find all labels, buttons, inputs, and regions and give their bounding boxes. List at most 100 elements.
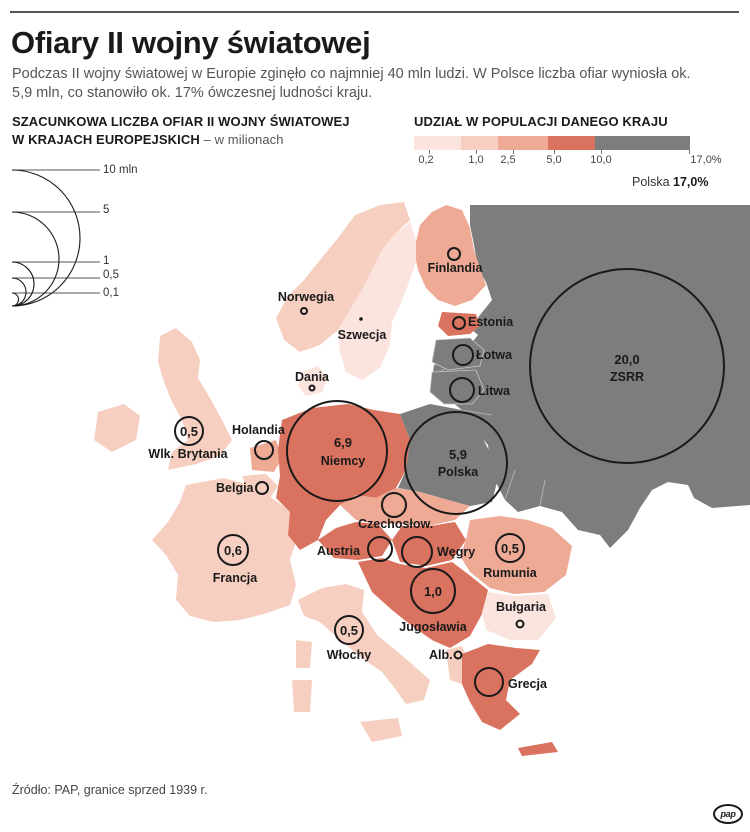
circle-wlochy bbox=[334, 615, 364, 645]
circle-lotwa bbox=[452, 344, 474, 366]
polska-note-prefix: Polska bbox=[632, 175, 673, 189]
legend-tick-label: 2,5 bbox=[500, 154, 516, 166]
size-circle-5 bbox=[11, 211, 60, 307]
polska-note-value: 17,0% bbox=[673, 175, 709, 189]
country-label-szwecja: Szwecja bbox=[338, 328, 388, 342]
size-legend-heading-line1: SZACUNKOWA LICZBA OFIAR II WOJNY ŚWIATOW… bbox=[12, 114, 350, 129]
size-legend-heading: SZACUNKOWA LICZBA OFIAR II WOJNY ŚWIATOW… bbox=[12, 113, 350, 149]
size-legend-label-10: 10 mln bbox=[103, 164, 138, 176]
country-label-albania: Alb. bbox=[429, 648, 453, 662]
country-label-rumunia: Rumunia bbox=[483, 566, 538, 580]
region-dania bbox=[298, 366, 328, 396]
polska-share-note: Polska 17,0% bbox=[632, 175, 708, 189]
country-label-lotwa: Łotwa bbox=[476, 348, 513, 362]
legend-tick-mark bbox=[429, 150, 430, 154]
legend-tick-mark bbox=[601, 150, 602, 154]
region-norwegia bbox=[276, 202, 410, 352]
region-austria bbox=[318, 522, 392, 560]
dot-szwecja bbox=[359, 317, 363, 321]
value-label-rumunia: 0,5 bbox=[501, 541, 519, 556]
value-label-zsrr: 20,0 bbox=[614, 352, 639, 367]
color-swatch-5 bbox=[595, 136, 690, 150]
region-bulgaria bbox=[482, 592, 556, 640]
country-label-francja: Francja bbox=[213, 571, 259, 585]
value-label-wlk-brytania: 0,5 bbox=[180, 424, 198, 439]
circle-czechoslowacja bbox=[381, 492, 407, 518]
region-estonia bbox=[438, 312, 480, 336]
region-francja bbox=[152, 478, 298, 622]
circle-jugoslawia bbox=[410, 568, 456, 614]
region-irlandia bbox=[94, 404, 140, 452]
size-circle-1 bbox=[11, 261, 35, 307]
size-legend-heading-line2: W KRAJACH EUROPEJSKICH bbox=[12, 132, 200, 147]
circle-estonia bbox=[452, 316, 466, 330]
region-zsrr bbox=[432, 205, 750, 548]
country-label-estonia: Estonia bbox=[468, 315, 514, 329]
intro-text: Podczas II wojny światowej w Europie zgi… bbox=[12, 66, 691, 101]
circle-grecja bbox=[474, 667, 504, 697]
color-swatch-3 bbox=[498, 136, 548, 150]
region-litwa bbox=[429, 369, 485, 405]
size-circle-01 bbox=[11, 292, 20, 307]
circle-wegry bbox=[401, 536, 433, 568]
country-label-holandia: Holandia bbox=[232, 423, 286, 437]
country-label-bulgaria: Bułgaria bbox=[496, 600, 547, 614]
country-label-jugoslawia: Jugosławia bbox=[399, 620, 467, 634]
victim-circles bbox=[174, 247, 725, 697]
circle-norwegia bbox=[300, 307, 308, 315]
circle-francja bbox=[217, 534, 249, 566]
legend-tick-label: 0,2 bbox=[418, 154, 434, 166]
region-wlk-brytania bbox=[158, 328, 232, 470]
country-label-wlk-brytania: Wlk. Brytania bbox=[148, 447, 228, 461]
legend-tick-label: 10,0 bbox=[590, 154, 612, 166]
circle-polska bbox=[404, 411, 508, 515]
circle-litwa bbox=[449, 377, 475, 403]
region-szwecja bbox=[338, 222, 416, 380]
color-swatch-4 bbox=[548, 136, 595, 150]
country-label-wegry: Węgry bbox=[437, 545, 475, 559]
region-holandia bbox=[250, 440, 282, 472]
country-label-dania: Dania bbox=[295, 370, 330, 384]
value-label-wlochy: 0,5 bbox=[340, 623, 358, 638]
circle-niemcy bbox=[286, 400, 388, 502]
value-label-polska: 5,9 bbox=[449, 447, 467, 462]
country-label-czechoslowacja: Czechosłow. bbox=[358, 517, 433, 531]
page-title: Ofiary II wojny światowej bbox=[11, 25, 371, 60]
country-label-belgia: Belgia bbox=[216, 481, 255, 495]
legend-tick-label: 17,0% bbox=[690, 154, 722, 166]
circle-austria bbox=[367, 536, 393, 562]
circle-holandia bbox=[254, 440, 274, 460]
country-label-litwa: Litwa bbox=[478, 384, 511, 398]
color-legend-scale bbox=[414, 136, 690, 150]
circle-bulgaria bbox=[515, 619, 525, 629]
size-circle-10 bbox=[11, 169, 81, 307]
country-label-wlochy: Włochy bbox=[327, 648, 371, 662]
legend-tick-label: 1,0 bbox=[468, 154, 484, 166]
circle-zsrr bbox=[529, 268, 725, 464]
country-label-zsrr: ZSRR bbox=[610, 370, 644, 384]
country-label-austria: Austria bbox=[317, 544, 361, 558]
region-belgia bbox=[242, 474, 278, 498]
region-polska bbox=[398, 404, 498, 506]
region-niemcy bbox=[276, 404, 410, 550]
region-jugoslawia bbox=[358, 558, 488, 648]
circle-belgia bbox=[255, 481, 269, 495]
source-note: Źródło: PAP, granice sprzed 1939 r. bbox=[12, 783, 208, 797]
size-legend-label-05: 0,5 bbox=[103, 269, 119, 281]
legend-tick-label: 5,0 bbox=[546, 154, 562, 166]
region-finlandia bbox=[414, 205, 486, 306]
size-legend-unit: – w milionach bbox=[199, 132, 284, 147]
country-label-polska: Polska bbox=[438, 465, 479, 479]
legend-tick-mark bbox=[513, 150, 514, 154]
size-legend-label-1: 1 bbox=[103, 255, 110, 267]
region-grecja bbox=[462, 644, 540, 730]
country-label-grecja: Grecja bbox=[508, 677, 548, 691]
circle-albania bbox=[453, 650, 463, 660]
size-legend-label-5: 5 bbox=[103, 204, 110, 216]
size-legend-label-01: 0,1 bbox=[103, 287, 119, 299]
top-rule bbox=[10, 11, 739, 13]
legend-tick-mark bbox=[554, 150, 555, 154]
country-label-norwegia: Norwegia bbox=[278, 290, 335, 304]
circle-wlk-brytania bbox=[174, 416, 204, 446]
